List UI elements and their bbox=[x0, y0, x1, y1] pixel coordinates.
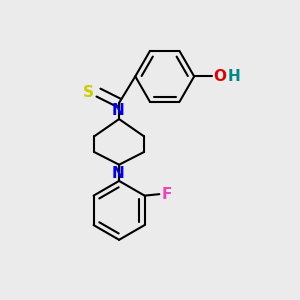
Text: H: H bbox=[228, 69, 241, 84]
Text: N: N bbox=[111, 103, 124, 118]
Text: F: F bbox=[162, 187, 172, 202]
Text: S: S bbox=[83, 85, 94, 100]
Text: N: N bbox=[111, 166, 124, 181]
Text: O: O bbox=[213, 69, 226, 84]
